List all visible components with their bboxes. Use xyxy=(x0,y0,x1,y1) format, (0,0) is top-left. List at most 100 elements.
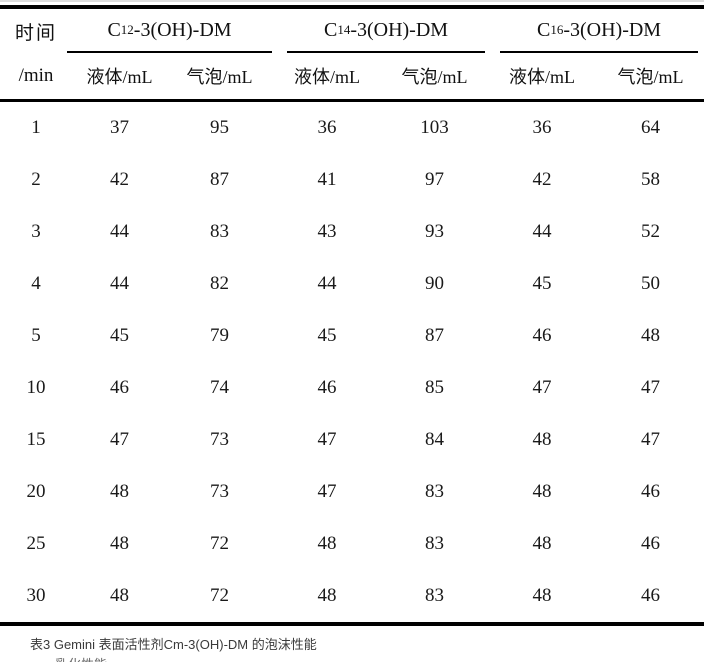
cell-value: 46 xyxy=(597,569,704,626)
cell-value: 97 xyxy=(425,168,445,190)
cell-value: 87 xyxy=(425,324,445,346)
group-header-c14: C 14 -3(OH)-DM xyxy=(272,7,487,53)
cell-value: 42 xyxy=(532,168,552,190)
cell-value: 74 xyxy=(210,376,229,398)
cell-time: 10 xyxy=(26,376,46,398)
cell-value: 83 xyxy=(382,569,488,626)
cell-value: 73 xyxy=(210,428,229,450)
sub-header-row: /min 液体/mL 气泡/mL 液体/mL 气泡/mL 液体/mL 气泡/mL xyxy=(0,53,704,102)
cell-value: 85 xyxy=(425,376,445,398)
cell-value: 47 xyxy=(532,376,552,398)
cell-value: 58 xyxy=(641,168,661,190)
cell-value: 52 xyxy=(641,220,661,242)
group-suffix: -3(OH)-DM xyxy=(133,18,232,41)
cell-value: 64 xyxy=(641,116,661,138)
cell-value: 84 xyxy=(425,428,445,450)
time-header-bottom: /min xyxy=(0,53,72,102)
group-label-c14: C 14 -3(OH)-DM xyxy=(287,9,486,53)
cell-value: 90 xyxy=(425,272,445,294)
col-header-c14-liquid: 液体/mL xyxy=(272,53,383,102)
cell-time: 15 xyxy=(26,428,46,450)
col-header-c14-bubble: 气泡/mL xyxy=(382,53,488,102)
cell-time: 1 xyxy=(31,116,41,138)
col-header-c12-bubble: 气泡/mL xyxy=(167,53,273,102)
cell-value: 72 xyxy=(210,532,229,554)
cell-value: 44 xyxy=(532,220,552,242)
table-row: 15 47 73 47 84 48 47 xyxy=(0,414,704,466)
table-row: 30 48 72 48 83 48 46 xyxy=(0,569,704,626)
cell-value: 43 xyxy=(317,220,337,242)
cell-value: 46 xyxy=(641,532,661,554)
cell-value: 48 xyxy=(272,569,383,626)
cell-value: 46 xyxy=(110,376,129,398)
cell-value: 82 xyxy=(210,272,229,294)
group-header-c16: C 16 -3(OH)-DM xyxy=(487,7,704,53)
cell-time: 4 xyxy=(31,272,41,294)
cell-value: 47 xyxy=(317,428,337,450)
table-row: 10 46 74 46 85 47 47 xyxy=(0,362,704,414)
cell-value: 48 xyxy=(487,569,598,626)
cell-time: 5 xyxy=(31,324,41,346)
cell-value: 79 xyxy=(210,324,229,346)
cell-value: 48 xyxy=(72,569,167,626)
cell-value: 46 xyxy=(532,324,552,346)
cell-time: 25 xyxy=(26,532,46,554)
group-label-c12: C 12 -3(OH)-DM xyxy=(67,9,273,53)
col-header-c16-liquid: 液体/mL xyxy=(487,53,598,102)
cell-value: 36 xyxy=(532,116,552,138)
table-row: 25 48 72 48 83 48 46 xyxy=(0,518,704,570)
top-edge-divider xyxy=(0,0,704,2)
group-header-row: 时间 C 12 -3(OH)-DM C 14 -3(OH)-DM C 16 -3(OH)-D… xyxy=(0,7,704,53)
cell-value: 83 xyxy=(425,480,445,502)
cell-value: 48 xyxy=(110,480,129,502)
table-caption: 表3 Gemini 表面活性剂Cm-3(OH)-DM 的泡沫性能 xyxy=(30,637,317,652)
cell-value: 73 xyxy=(210,480,229,502)
cell-value: 44 xyxy=(110,220,129,242)
cell-value: 95 xyxy=(210,116,229,138)
col-header-c12-liquid: 液体/mL xyxy=(72,53,167,102)
group-suffix: -3(OH)-DM xyxy=(350,18,449,41)
cell-time: 2 xyxy=(31,168,41,190)
cell-value: 83 xyxy=(425,532,445,554)
cell-value: 93 xyxy=(425,220,445,242)
cell-value: 48 xyxy=(641,324,661,346)
table-row: 4 44 82 44 90 45 50 xyxy=(0,258,704,310)
table-row: 3 44 83 43 93 44 52 xyxy=(0,206,704,258)
group-header-c12: C 12 -3(OH)-DM xyxy=(67,7,273,53)
table-row: 20 48 73 47 83 48 46 xyxy=(0,466,704,518)
cell-time: 3 xyxy=(31,220,41,242)
cell-value: 47 xyxy=(317,480,337,502)
cell-value: 37 xyxy=(110,116,129,138)
group-label-c16: C 16 -3(OH)-DM xyxy=(500,9,699,53)
group-suffix: -3(OH)-DM xyxy=(563,18,662,41)
col-header-c16-bubble: 气泡/mL xyxy=(597,53,704,102)
cell-value: 48 xyxy=(110,532,129,554)
cell-value: 48 xyxy=(532,480,552,502)
cell-value: 46 xyxy=(641,480,661,502)
cell-value: 45 xyxy=(532,272,552,294)
foam-performance-table: 时间 C 12 -3(OH)-DM C 14 -3(OH)-DM C 16 -3(OH)-D… xyxy=(0,5,704,626)
cell-value: 44 xyxy=(317,272,337,294)
table-header: 时间 C 12 -3(OH)-DM C 14 -3(OH)-DM C 16 -3(OH)-D… xyxy=(0,7,704,102)
cell-value: 45 xyxy=(317,324,337,346)
table-row: 1 37 95 36 103 36 64 xyxy=(0,100,704,154)
cell-value: 83 xyxy=(210,220,229,242)
cell-value: 42 xyxy=(110,168,129,190)
table-row: 2 42 87 41 97 42 58 xyxy=(0,154,704,206)
cell-time: 30 xyxy=(0,569,72,626)
time-header-top: 时间 xyxy=(14,22,57,44)
group-prefix: C xyxy=(107,18,121,41)
group-prefix: C xyxy=(536,18,551,41)
cell-value: 103 xyxy=(420,116,449,138)
cell-value: 45 xyxy=(110,324,129,346)
cell-value: 44 xyxy=(110,272,129,294)
cell-value: 48 xyxy=(317,532,337,554)
cell-value: 50 xyxy=(641,272,661,294)
cell-value: 48 xyxy=(532,532,552,554)
cell-value: 48 xyxy=(532,428,552,450)
cell-value: 87 xyxy=(210,168,229,190)
group-prefix: C xyxy=(323,18,338,41)
cell-value: 36 xyxy=(317,116,337,138)
table-body: 1 37 95 36 103 36 64 2 42 87 41 97 42 58… xyxy=(0,100,704,626)
cell-value: 47 xyxy=(641,376,661,398)
